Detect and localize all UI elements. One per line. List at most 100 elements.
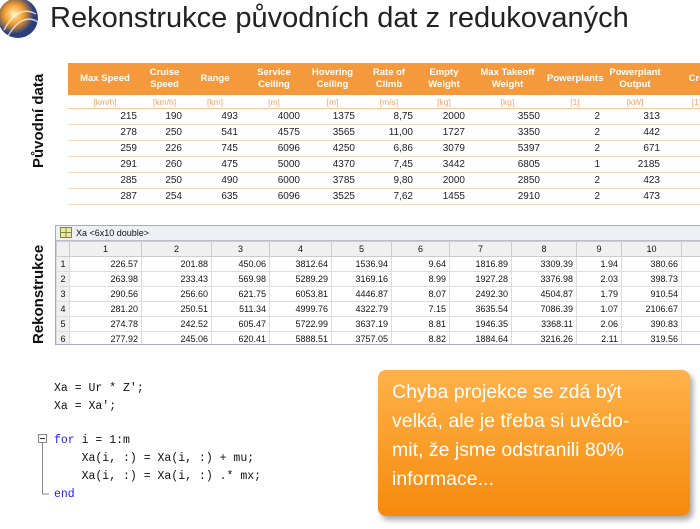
cell: 260 [142,156,187,173]
section-label: Rekonstrukce [30,244,47,344]
cell: 313 [605,108,665,125]
code-text: i = 1:m [74,434,130,447]
cell: 621.75 [211,286,270,302]
cell: 473 [605,188,665,205]
cell: 226.57 [69,256,142,272]
callout-line: Chyba projekce se zdá být [392,381,622,403]
cell [681,271,700,287]
column-number: 5 [331,241,392,257]
cell: 8.99 [391,271,450,287]
cell: 2106.67 [621,301,682,317]
cell [665,156,700,173]
data-row: 278 250 541 4575 3565 11,00 1727 3350 2 442 [68,124,700,141]
cell [665,172,700,189]
column-header: Rate of Climb [360,63,418,95]
cell: 511.34 [211,301,270,317]
cell: 3565 [305,124,360,141]
cell: 285 [68,172,142,189]
cell: 541 [187,124,243,141]
data-row: 291 260 475 5000 4370 7,45 3442 6805 1 2185 [68,156,700,173]
matrix-table: 1 2 3 4 5 6 7 8 9 10 1 226.57 201.88 450.06 3812.64 153… [56,241,700,344]
cell: 4575 [243,124,305,141]
slide-title: Rekonstrukce původních dat z redukovanýc… [50,2,629,34]
matrix-row: 4 281.20 250.51 511.34 4999.76 4322.79 7.15 363… [56,301,700,317]
cell: 277.92 [69,331,142,344]
cell: 3169.16 [331,271,392,287]
cell: 2 [545,172,605,189]
cell: 398.73 [621,271,682,287]
matrix-row: 2 263.98 233.43 569.98 5289.29 3169.16 8.99 192… [56,271,700,287]
column-number [681,241,700,257]
row-number: 6 [56,331,70,344]
cell: 450.06 [211,256,270,272]
cell [681,316,700,332]
fold-marker [38,434,49,495]
cell: 250.51 [141,301,212,317]
cell: 274.78 [69,316,142,332]
column-number: 3 [211,241,270,257]
cell: 6000 [243,172,305,189]
cell: 8,75 [360,108,418,125]
cell: 3785 [305,172,360,189]
data-row: 259 226 745 6096 4250 6,86 3079 5397 2 671 [68,140,700,157]
cell: 7,62 [360,188,418,205]
code-line: Xa = Ur * Z'; [54,380,261,398]
cell: 380.66 [621,256,682,272]
code-line: Xa = Xa'; [54,398,261,416]
cell: 215 [68,108,142,125]
callout-line: velká, ale je třeba si uvědo- [392,410,630,432]
column-number: 8 [511,241,577,257]
original-table: Max Speed Cruise Speed Range Service Ceilin… [68,63,700,205]
column-number: 4 [269,241,332,257]
cell: 3079 [418,140,470,157]
code-line: end [54,486,261,504]
cell: 233.43 [141,271,212,287]
cell: 9,80 [360,172,418,189]
cell: 1.94 [576,256,622,272]
cell: 390.83 [621,316,682,332]
cell: 475 [187,156,243,173]
cell: 190 [142,108,187,125]
cell: 5888.51 [269,331,332,344]
code-line: Xa(i, :) = Xa(i, :) .* mx; [54,468,261,486]
cell: 5289.29 [269,271,332,287]
column-header: Max Speed [68,63,142,95]
matrix-row: 3 290.56 256.60 621.75 6053.81 4446.87 8.07 249… [56,286,700,302]
code-block: Xa = Ur * Z'; Xa = Xa'; for i = 1:m Xa(i, … [54,380,261,504]
cell: 910.54 [621,286,682,302]
callout-box: Chyba projekce se zdá být velká, ale je t… [378,370,690,516]
cell: 5397 [470,140,545,157]
cell: 2910 [470,188,545,205]
cell [665,188,700,205]
cell [665,108,700,125]
code-line: Xa(i, :) = Xa(i, :) + mu; [54,450,261,468]
cell: 4000 [243,108,305,125]
matrix-row: 6 277.92 245.06 620.41 5888.51 3757.05 8.82 188… [56,331,700,344]
cell: 605.47 [211,316,270,332]
column-header: Cre [665,63,700,95]
cell: 3368.11 [511,316,577,332]
column-number: 6 [391,241,450,257]
unit-label: [m/s] [360,95,418,109]
cell: 6096 [243,140,305,157]
variable-editor: Xa <6x10 double> 1 2 3 4 5 6 7 8 9 10 1 226.57 201.8… [55,225,700,345]
header-row: 1 2 3 4 5 6 7 8 9 10 [56,241,700,257]
data-table: Max Speed Cruise Speed Range Service Ceilin… [68,63,700,205]
unit-label: [m] [305,95,360,109]
matrix-row: 5 274.78 242.52 605.47 5722.99 3637.19 8.81 194… [56,316,700,332]
cell: 2185 [605,156,665,173]
cell: 493 [187,108,243,125]
cell: 7,45 [360,156,418,173]
cell: 3550 [470,108,545,125]
cell: 6,86 [360,140,418,157]
cell [681,331,700,344]
cell: 2000 [418,172,470,189]
cell: 2.11 [576,331,622,344]
editor-title-bar: Xa <6x10 double> [56,226,700,241]
unit-label: [kg] [418,95,470,109]
row-number: 4 [56,301,70,317]
code-text: Xa(i, :) = Xa(i, :) + mu; [54,452,255,465]
cell: 11,00 [360,124,418,141]
cell: 3442 [418,156,470,173]
